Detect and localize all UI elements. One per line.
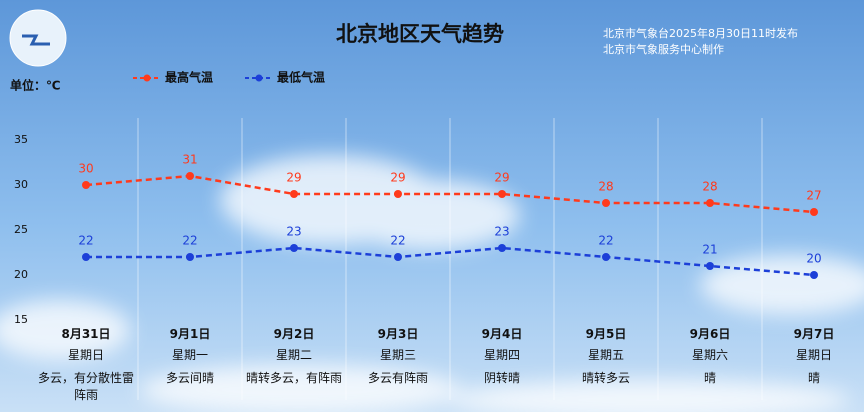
point (186, 253, 194, 261)
day-text: 星期二 (275, 348, 312, 362)
point (82, 253, 90, 261)
chart-title: 北京地区天气趋势 (336, 22, 504, 46)
day-text: 星期三 (379, 348, 416, 362)
day-text: 星期日 (67, 348, 104, 362)
data-label: 29 (390, 171, 405, 185)
data-label: 22 (78, 234, 93, 248)
point (290, 244, 298, 252)
unit-label: 单位：℃ (10, 78, 61, 93)
y-tick-label: 20 (14, 268, 28, 281)
day-text: 9月1日 (169, 327, 211, 341)
point (290, 190, 298, 198)
data-label: 28 (702, 180, 717, 194)
series-line (85, 174, 815, 214)
point (810, 208, 818, 216)
point (498, 190, 506, 198)
point (186, 172, 194, 180)
point (394, 253, 402, 261)
day-text: 星期六 (691, 348, 728, 362)
day-text: 多云间晴 (165, 371, 214, 385)
day-text: 8月31日 (61, 327, 111, 341)
day-text: 星期五 (587, 348, 624, 362)
data-label: 31 (182, 153, 197, 167)
day-text: 9月4日 (481, 327, 523, 341)
data-label: 29 (286, 171, 301, 185)
data-label: 29 (494, 171, 509, 185)
y-tick-label: 25 (14, 223, 28, 236)
subtitle: 北京市气象台2025年8月30日11时发布 (603, 26, 798, 40)
point (706, 199, 714, 207)
point (498, 244, 506, 252)
day-text: 阴转晴 (483, 371, 520, 385)
data-label: 21 (702, 243, 717, 257)
series-line (86, 246, 815, 277)
data-label: 23 (494, 225, 509, 239)
day-text: 晴转多云 (581, 371, 630, 385)
data-label: 22 (390, 234, 405, 248)
legend-label: 最低气温 (277, 70, 325, 85)
logo-mark (22, 34, 50, 46)
day-text: 9月2日 (273, 327, 315, 341)
day-text: 星期一 (171, 348, 208, 362)
day-text: 晴 (807, 371, 820, 385)
legend-dot (255, 74, 263, 82)
point (602, 253, 610, 261)
day-text: 晴 (703, 371, 716, 385)
day-text: 9月7日 (793, 327, 835, 341)
data-label: 20 (806, 252, 821, 266)
data-label: 22 (182, 234, 197, 248)
y-tick-label: 15 (14, 313, 28, 326)
day-text: 多云有阵雨 (367, 371, 428, 385)
day-text: 星期日 (795, 348, 832, 362)
data-label: 28 (598, 180, 613, 194)
legend-label: 最高气温 (165, 70, 213, 85)
day-text: 多云，有分散性雷阵雨 (37, 371, 134, 402)
day-text: 9月6日 (689, 327, 731, 341)
point (602, 199, 610, 207)
point (810, 271, 818, 279)
day-text: 晴转多云，有阵雨 (245, 371, 342, 385)
point (394, 190, 402, 198)
logo (9, 9, 67, 67)
data-label: 30 (78, 162, 93, 176)
data-label: 23 (286, 225, 301, 239)
y-tick-label: 35 (14, 133, 28, 146)
clouds (0, 155, 864, 412)
data-label: 22 (598, 234, 613, 248)
data-label: 27 (806, 189, 821, 203)
legend-dot (143, 74, 151, 82)
day-text: 9月5日 (585, 327, 627, 341)
y-tick-label: 30 (14, 178, 28, 191)
subtitle: 北京市气象服务中心制作 (603, 42, 724, 56)
day-text: 9月3日 (377, 327, 419, 341)
day-text: 星期四 (483, 348, 520, 362)
point (82, 181, 90, 189)
point (706, 262, 714, 270)
